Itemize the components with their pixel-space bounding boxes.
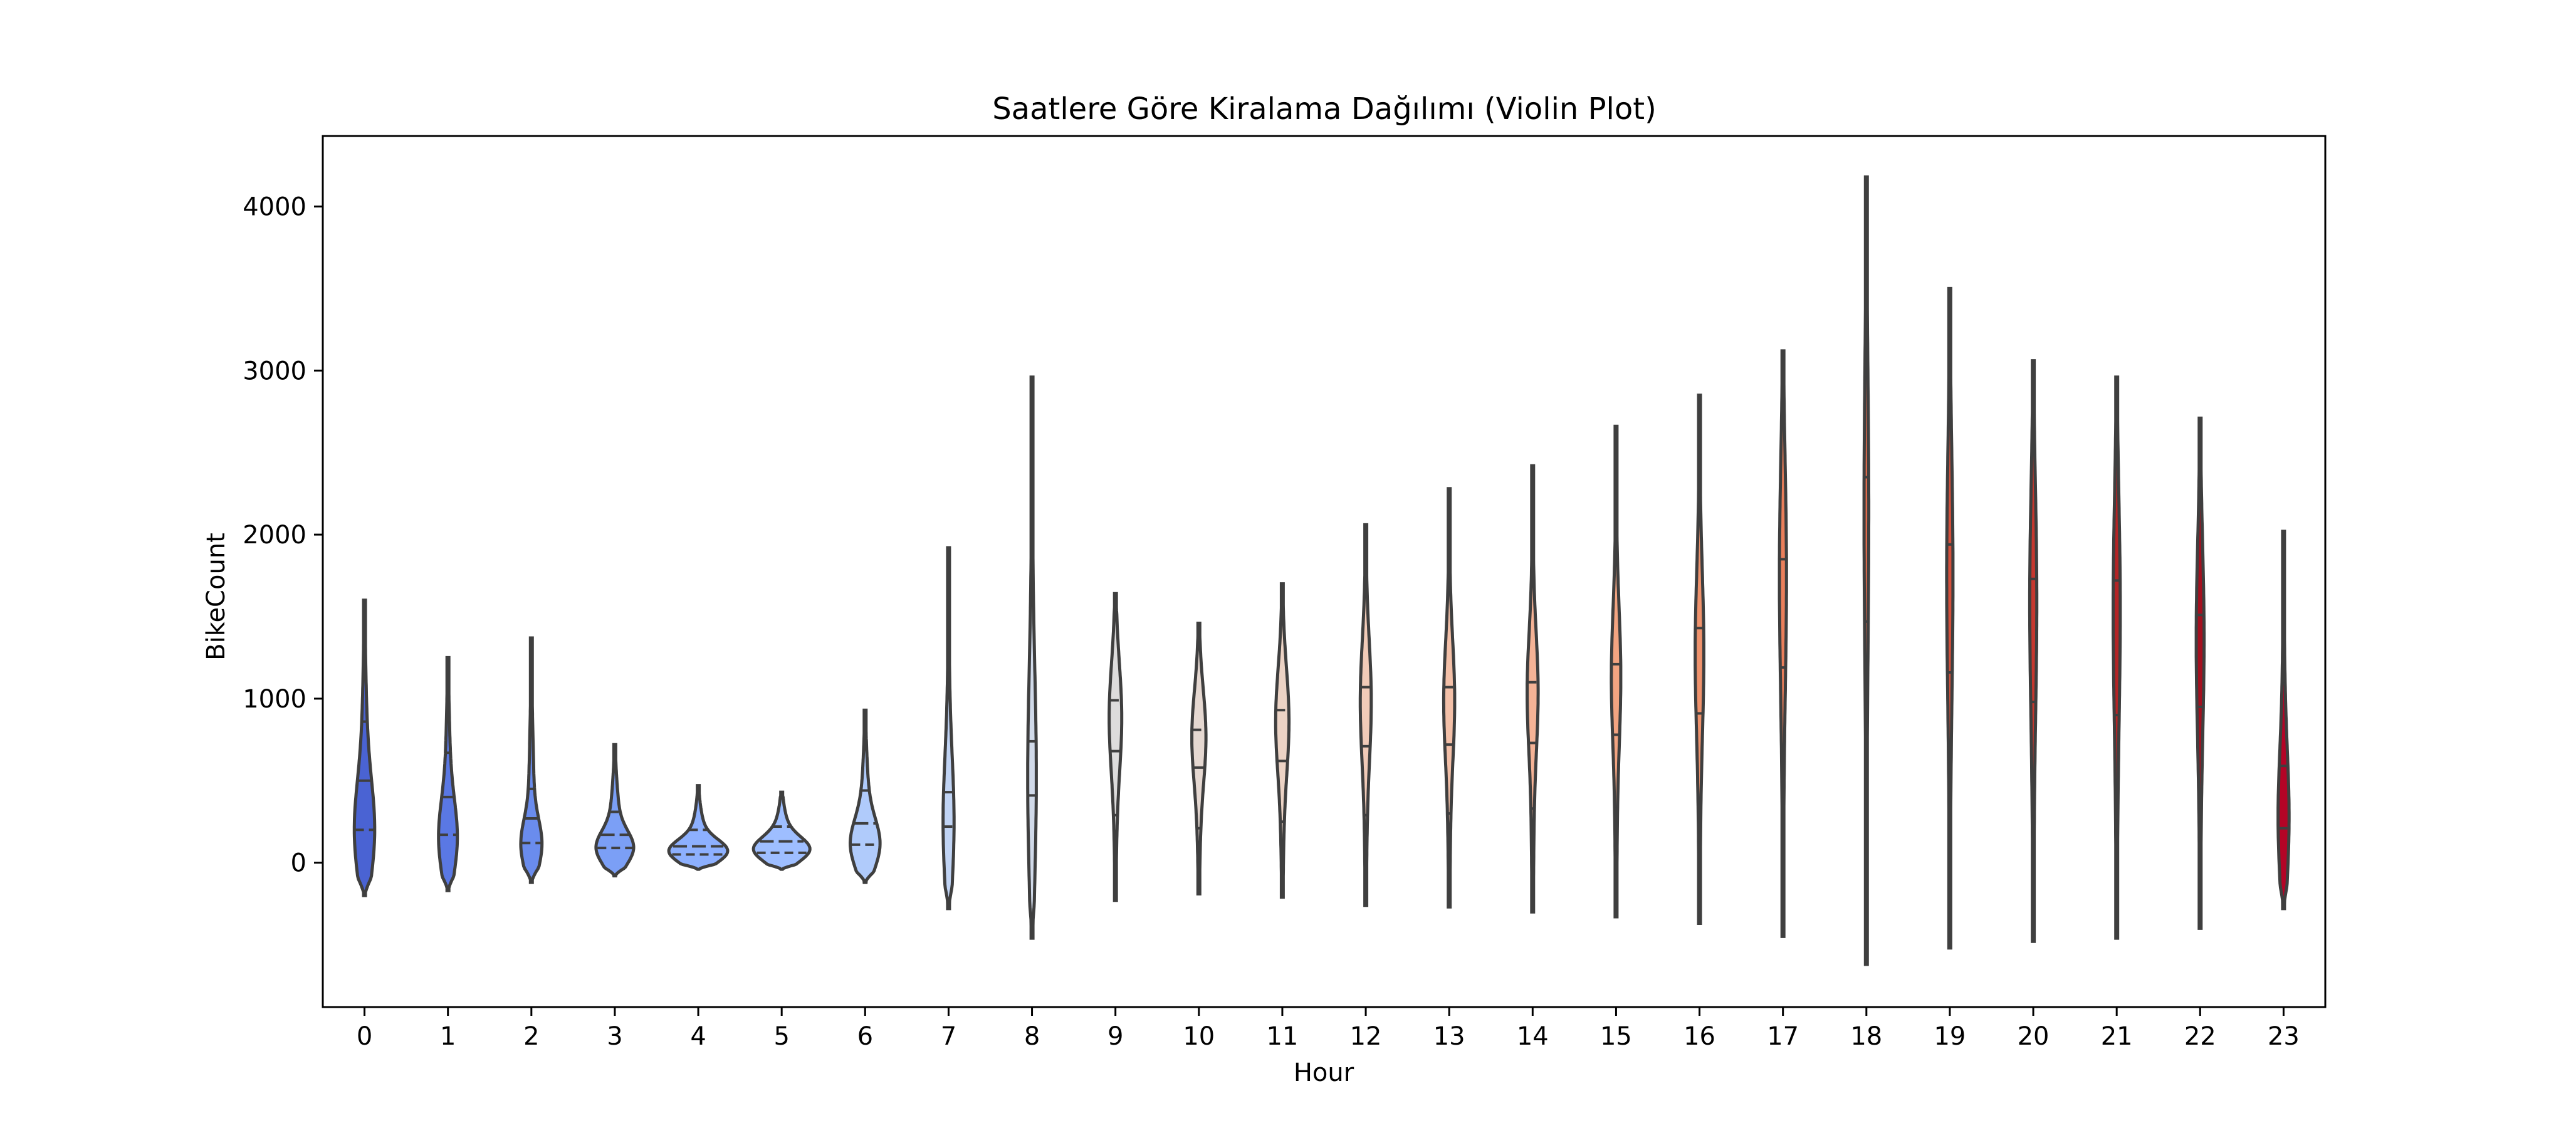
violin-body	[1107, 592, 1124, 902]
violin-body	[1862, 175, 1871, 966]
violin-body	[667, 784, 730, 871]
violin-body	[437, 655, 459, 892]
violin-body	[941, 546, 956, 911]
y-axis-label: BikeCount	[202, 533, 231, 661]
x-tick-label: 7	[941, 1022, 956, 1051]
violin-body	[594, 743, 636, 878]
x-tick-label: 18	[1850, 1022, 1882, 1051]
violin-hour-22	[2194, 416, 2206, 930]
x-tick-label: 16	[1683, 1022, 1715, 1051]
x-tick-label: 10	[1183, 1022, 1215, 1051]
x-tick-label: 0	[357, 1022, 372, 1051]
violin-hour-4	[667, 784, 730, 871]
x-tick-label: 22	[2184, 1022, 2216, 1051]
x-tick-label: 6	[857, 1022, 873, 1051]
axes-frame	[322, 135, 2327, 1008]
x-tick-label: 23	[2268, 1022, 2300, 1051]
violin-body	[519, 636, 544, 884]
y-tick-label: 3000	[243, 357, 306, 385]
violin-body	[1945, 286, 1955, 950]
violin-body	[1694, 394, 1705, 925]
violin-hour-7	[941, 546, 956, 911]
violin-body	[1526, 464, 1540, 914]
violin-body	[1190, 622, 1208, 896]
violin-hour-2	[519, 636, 544, 884]
violin-hour-10	[1190, 622, 1208, 896]
violin-hour-1	[437, 655, 459, 892]
x-tick-label: 19	[1934, 1022, 1966, 1051]
violin-hour-5	[751, 790, 812, 871]
x-tick-label: 8	[1024, 1022, 1040, 1051]
violin-body	[1442, 487, 1457, 909]
violin-body	[849, 708, 882, 884]
violin-hour-19	[1945, 286, 1955, 950]
plot-area	[352, 175, 2291, 966]
chart-title: Saatlere Göre Kiralama Dağılımı (Violin …	[992, 91, 1657, 127]
violin-body	[1778, 349, 1788, 938]
x-tick-label: 21	[2101, 1022, 2133, 1051]
violin-hour-17	[1778, 349, 1788, 938]
violin-hour-8	[1026, 375, 1038, 940]
violin-hour-13	[1442, 487, 1457, 909]
x-tick-label: 15	[1600, 1022, 1632, 1051]
x-tick-label: 13	[1433, 1022, 1465, 1051]
x-tick-label: 11	[1266, 1022, 1298, 1051]
x-tick-label: 2	[523, 1022, 539, 1051]
violin-body	[2194, 416, 2206, 930]
violin-hour-18	[1862, 175, 1871, 966]
violin-body	[1274, 582, 1291, 899]
violin-hour-23	[2276, 530, 2291, 911]
violin-hour-0	[352, 598, 377, 897]
y-axis: 0 1000 2000 3000 4000	[243, 193, 323, 878]
x-tick-label: 1	[440, 1022, 456, 1051]
violin-hour-15	[1610, 424, 1623, 919]
violin-body	[1610, 424, 1623, 919]
violin-body	[1026, 375, 1038, 940]
violin-body	[1358, 523, 1373, 907]
violin-hour-20	[2028, 359, 2039, 943]
violin-body	[751, 790, 812, 871]
violin-hour-11	[1274, 582, 1291, 899]
y-tick-label: 2000	[243, 521, 306, 550]
x-tick-label: 3	[607, 1022, 622, 1051]
y-tick-label: 0	[291, 849, 306, 878]
violin-body	[2112, 375, 2122, 940]
x-tick-label: 20	[2018, 1022, 2050, 1051]
violin-hour-12	[1358, 523, 1373, 907]
violin-hour-6	[849, 708, 882, 884]
x-tick-label: 12	[1350, 1022, 1382, 1051]
violin-body	[2028, 359, 2039, 943]
x-axis: 0 1 2 3 4 5 6 7 8 9 10 11 12 13 14 15 16 17 18 19 20 21 22 23	[357, 1007, 2300, 1051]
y-tick-label: 1000	[243, 685, 306, 714]
x-tick-label: 4	[690, 1022, 706, 1051]
x-axis-label: Hour	[1294, 1058, 1354, 1087]
y-tick-label: 4000	[243, 193, 306, 222]
violin-hour-21	[2112, 375, 2122, 940]
violin-hour-9	[1107, 592, 1124, 902]
x-tick-label: 9	[1107, 1022, 1123, 1051]
violin-hour-14	[1526, 464, 1540, 914]
x-tick-label: 17	[1767, 1022, 1799, 1051]
x-tick-label: 14	[1517, 1022, 1549, 1051]
violin-body	[2276, 530, 2291, 911]
violin-hour-3	[594, 743, 636, 878]
x-tick-label: 5	[773, 1022, 789, 1051]
violin-body	[352, 598, 377, 897]
violin-hour-16	[1694, 394, 1705, 925]
